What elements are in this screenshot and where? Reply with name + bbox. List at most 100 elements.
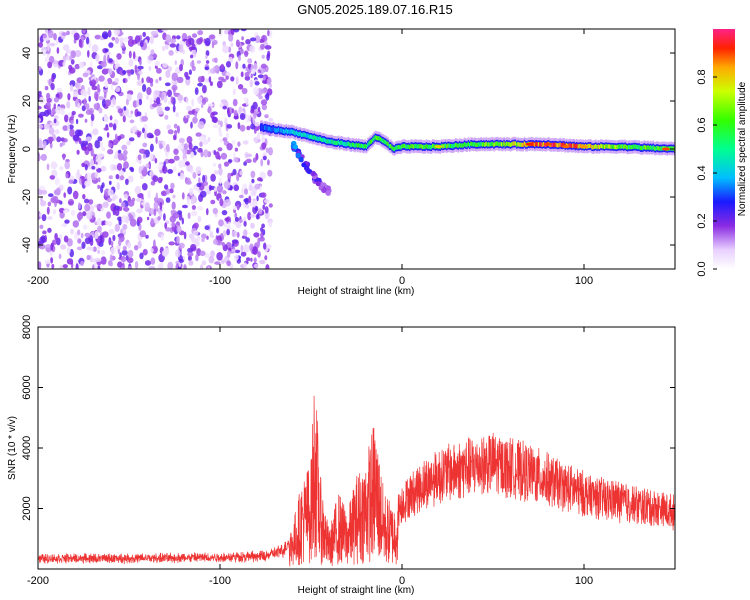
noise-speckle [137,92,143,101]
ridge-core [476,142,479,147]
noise-speckle [205,50,210,57]
noise-speckle [261,223,265,229]
noise-speckle [184,143,188,151]
noise-speckle [116,182,120,191]
noise-speckle [77,102,81,109]
noise-speckle [148,66,152,71]
noise-speckle [53,33,57,41]
noise-speckle [244,50,249,58]
ridge-core [453,143,456,148]
y-tick-label: 0 [21,146,33,152]
noise-speckle [88,199,94,205]
noise-speckle [268,83,273,88]
noise-speckle [157,263,162,269]
ridge-core [318,136,321,141]
y-tick-label: -20 [21,189,33,205]
ridge-core [462,143,465,148]
noise-speckle [185,161,190,166]
noise-speckle [123,161,129,169]
ridge-core [316,136,318,141]
noise-speckle [197,215,202,223]
noise-speckle [95,54,100,62]
ridge-core [540,142,542,147]
noise-speckle [173,123,178,129]
noise-speckle [176,35,181,40]
noise-speckle [247,211,252,221]
noise-speckle [149,134,154,139]
noise-speckle [99,141,104,148]
noise-speckle [140,175,144,180]
noise-speckle [202,174,206,183]
ridge-core [466,143,468,148]
ridge-core [446,144,448,149]
noise-speckle [102,201,109,208]
ridge-core [325,138,327,143]
noise-speckle [172,194,176,199]
noise-speckle [127,266,132,269]
noise-speckle [49,250,53,256]
ridge-core [652,145,654,150]
noise-speckle [250,257,253,262]
noise-speckle [155,136,158,145]
noise-speckle [78,137,82,144]
noise-speckle [218,219,224,227]
ridge-core [391,145,393,150]
ridge-core [633,144,635,149]
ridge-core [374,135,377,140]
noise-speckle [154,158,158,164]
noise-speckle [72,134,80,141]
ridge-core [337,140,340,145]
noise-speckle [214,65,220,74]
noise-speckle [257,131,261,139]
noise-speckle [94,34,102,40]
ridge-core [649,145,652,150]
y-tick-label: -40 [21,237,33,253]
noise-speckle [122,50,126,54]
ridge-core [498,142,500,147]
noise-speckle [215,151,220,160]
ridge-core [536,142,539,147]
noise-speckle [190,121,193,129]
noise-speckle [63,138,68,143]
ridge-core [590,143,592,148]
noise-speckle [232,29,240,33]
noise-speckle [265,92,270,101]
noise-speckle [101,182,105,189]
ridge-core [621,144,624,149]
noise-speckle [74,63,80,70]
noise-speckle [191,200,195,205]
ridge-core [638,144,640,150]
noise-speckle [204,37,211,47]
ridge-core [447,143,449,148]
noise-speckle [268,147,273,156]
noise-speckle [230,76,235,82]
noise-speckle [170,209,175,214]
ridge-core [600,143,602,148]
ridge-core [470,141,472,146]
noise-speckle [122,78,126,83]
noise-speckle [209,231,214,238]
noise-speckle [169,188,174,194]
noise-speckle [167,169,174,174]
noise-speckle [260,63,267,69]
noise-speckle [186,198,190,207]
noise-speckle [185,180,192,185]
noise-speckle [136,111,142,117]
noise-speckle [118,218,122,226]
noise-speckle [114,37,120,44]
noise-speckle [50,83,55,91]
noise-speckle [127,35,134,40]
ridge-core [508,142,511,147]
noise-speckle [154,128,161,136]
spectrogram-x-axis-label: Height of straight line (km) [298,286,415,297]
ridge-core [516,142,518,147]
noise-speckle [161,45,166,52]
noise-speckle [220,29,223,35]
noise-speckle [212,163,217,167]
noise-speckle [49,121,56,126]
ridge-core [456,143,458,148]
ridge-core [339,141,341,146]
ridge-core [497,141,499,146]
noise-speckle [261,136,266,143]
noise-speckle [214,261,221,265]
